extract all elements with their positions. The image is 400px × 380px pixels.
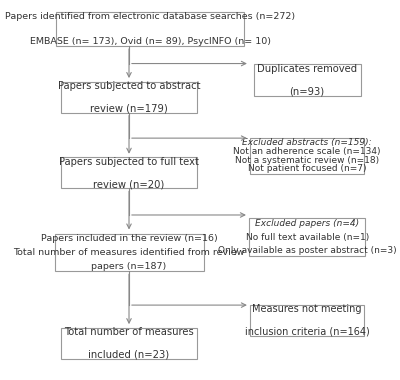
Text: Not patient focused (n=7): Not patient focused (n=7)	[248, 165, 366, 173]
Text: Excluded papers (n=4): Excluded papers (n=4)	[255, 219, 359, 228]
Text: Not a systematic review (n=18): Not a systematic review (n=18)	[235, 156, 379, 165]
FancyBboxPatch shape	[61, 157, 197, 188]
FancyBboxPatch shape	[61, 328, 197, 359]
FancyBboxPatch shape	[56, 12, 244, 46]
Text: Measures not meeting: Measures not meeting	[252, 304, 362, 314]
FancyBboxPatch shape	[254, 64, 360, 96]
Text: included (n=23): included (n=23)	[88, 350, 170, 359]
Text: inclusion criteria (n=164): inclusion criteria (n=164)	[245, 327, 370, 337]
Text: Total number of measures identified from review: Total number of measures identified from…	[13, 248, 245, 257]
Text: Not an adherence scale (n=134): Not an adherence scale (n=134)	[233, 147, 381, 156]
Text: Only available as poster abstract (n=3): Only available as poster abstract (n=3)	[218, 247, 396, 255]
Text: Papers subjected to abstract: Papers subjected to abstract	[58, 81, 200, 91]
Text: Papers identified from electronic database searches (n=272): Papers identified from electronic databa…	[5, 12, 295, 21]
Text: Duplicates removed: Duplicates removed	[257, 63, 357, 74]
FancyBboxPatch shape	[61, 82, 197, 113]
Text: EMBASE (n= 173), Ovid (n= 89), PsycINFO (n= 10): EMBASE (n= 173), Ovid (n= 89), PsycINFO …	[30, 37, 270, 46]
FancyBboxPatch shape	[249, 218, 366, 256]
FancyBboxPatch shape	[54, 234, 204, 271]
Text: Papers subjected to full text: Papers subjected to full text	[59, 157, 199, 167]
Text: Excluded abstracts (n=159):: Excluded abstracts (n=159):	[242, 138, 372, 147]
FancyBboxPatch shape	[250, 305, 364, 336]
Text: Total number of measures: Total number of measures	[64, 327, 194, 337]
Text: No full text available (n=1): No full text available (n=1)	[246, 233, 369, 242]
FancyBboxPatch shape	[250, 138, 364, 174]
Text: Papers included in the review (n=16): Papers included in the review (n=16)	[41, 234, 217, 243]
Text: papers (n=187): papers (n=187)	[91, 261, 167, 271]
Text: (n=93): (n=93)	[290, 87, 325, 97]
Text: review (n=20): review (n=20)	[93, 179, 165, 189]
Text: review (n=179): review (n=179)	[90, 103, 168, 113]
